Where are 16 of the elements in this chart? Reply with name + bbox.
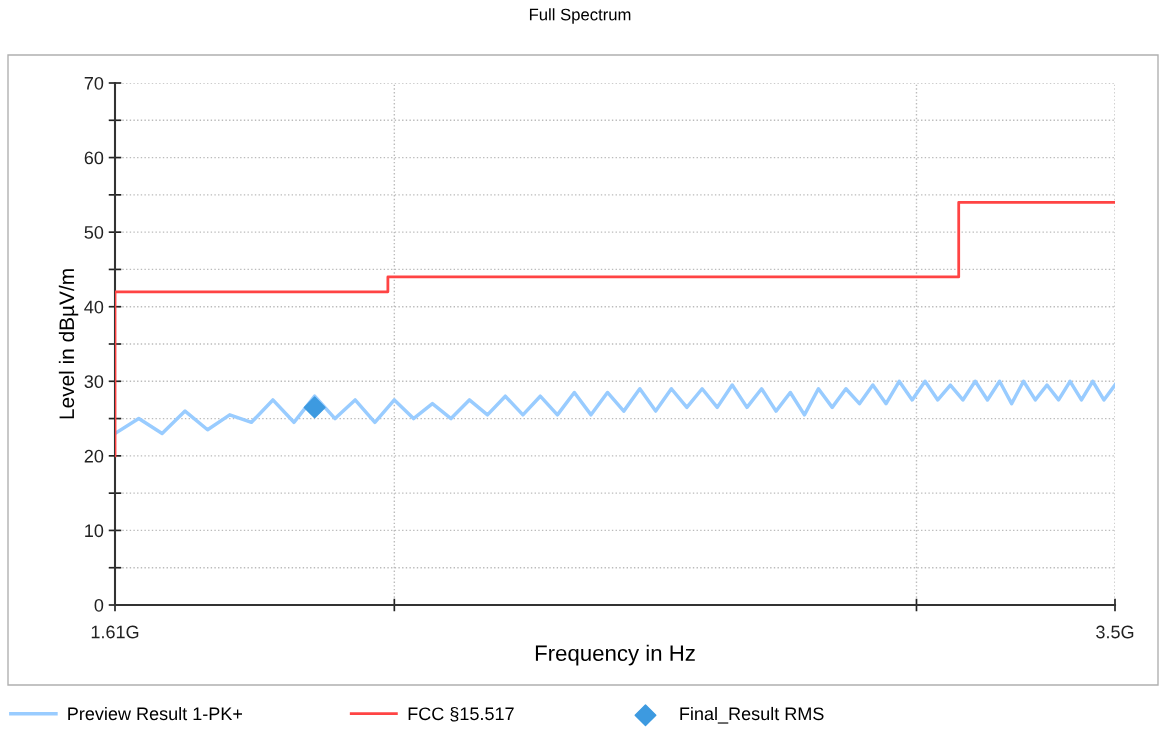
y-tick-label: 30 [84, 375, 104, 389]
y-tick-label: 70 [84, 76, 104, 90]
y-tick-label: 20 [84, 449, 104, 463]
y-tick-label: 50 [84, 226, 104, 239]
legend-label: FCC §15.517 [408, 706, 514, 722]
y-tick-label: 0 [94, 598, 104, 612]
x-tick-label: 1.61G [91, 625, 139, 639]
y-tick-label: 60 [84, 151, 104, 165]
legend-label: Preview Result 1-PK+ [68, 706, 243, 721]
y-tick-label: 40 [84, 300, 104, 314]
chart-title: Full Spectrum [529, 8, 631, 24]
y-tick-label: 10 [85, 524, 104, 538]
x-axis-title: Frequency in Hz [535, 644, 695, 666]
x-tick-label: 3.5G [1096, 625, 1134, 639]
legend-label: Final_Result RMS [680, 706, 824, 724]
y-axis-title: Level in dBµV/m [58, 269, 79, 419]
